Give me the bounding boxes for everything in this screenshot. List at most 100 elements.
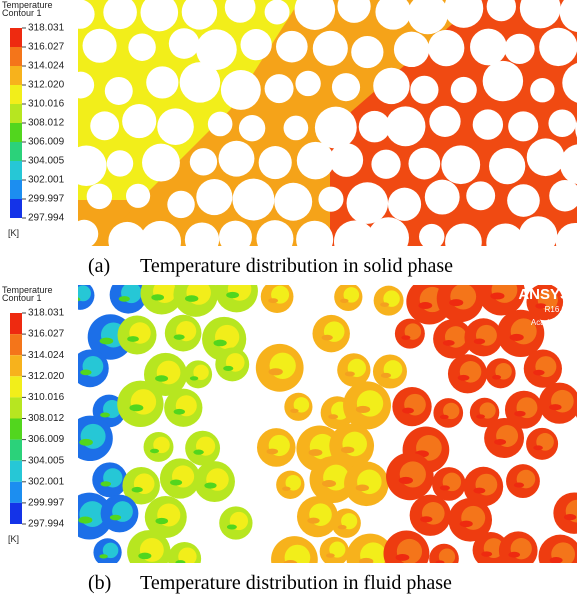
legend-level: 306.009 <box>28 434 65 445</box>
fluid-blob <box>442 339 455 346</box>
legend-title: Temperature <box>2 285 53 295</box>
legend-band <box>10 142 22 161</box>
particle <box>276 30 308 63</box>
fluid-blob <box>193 449 204 455</box>
legend-band <box>10 199 22 218</box>
fluid-blob <box>514 410 526 417</box>
particle <box>408 147 441 180</box>
particle <box>264 0 290 25</box>
fluid-blob <box>100 412 110 418</box>
fluid-blob <box>129 404 144 412</box>
fluid-blob <box>153 436 170 454</box>
fluid-blob <box>150 448 160 454</box>
fluid-blob <box>574 397 577 418</box>
particle <box>530 78 555 103</box>
fluid-blob <box>533 445 543 451</box>
fluid-blob <box>449 299 464 307</box>
legend-level: 297.994 <box>28 213 65 224</box>
fluid-blob <box>473 338 486 345</box>
contour-fluid <box>78 285 577 563</box>
particle <box>337 0 371 23</box>
fluid-blob <box>151 294 165 301</box>
ansys-logo: ANSYS R16.0 Academic <box>518 286 570 327</box>
particle <box>555 222 577 246</box>
particle <box>167 190 195 219</box>
particle <box>78 145 107 186</box>
particle <box>264 74 294 104</box>
particle <box>238 115 266 142</box>
fluid-blob <box>175 560 186 563</box>
particle <box>318 186 344 212</box>
fluid-blob <box>138 552 152 560</box>
particle <box>375 0 412 30</box>
particle <box>103 0 137 30</box>
particle <box>429 105 461 137</box>
particle <box>78 219 99 246</box>
fluid-blob <box>481 551 493 557</box>
particle <box>219 220 252 246</box>
particle <box>441 145 481 185</box>
particle <box>385 106 426 147</box>
legend-level: 304.005 <box>28 156 65 167</box>
legend-level: 316.027 <box>28 42 65 53</box>
fluid-blob <box>178 547 197 563</box>
fluid-blob <box>79 438 93 446</box>
particle <box>125 183 151 208</box>
fluid-blob <box>563 514 577 521</box>
fluid-blob <box>341 513 358 530</box>
particle <box>559 144 577 185</box>
fluid-blob <box>398 476 413 484</box>
fluid-blob <box>268 298 279 304</box>
particle <box>128 33 156 61</box>
fluid-blob <box>509 333 524 341</box>
fluid-blob <box>549 557 563 563</box>
fluid-blob <box>355 484 370 492</box>
particle <box>283 115 309 141</box>
legend-band <box>10 397 22 419</box>
caption-label: (b) <box>88 572 111 594</box>
legend-level: 297.994 <box>28 519 65 530</box>
legend-unit: [K] <box>8 228 19 238</box>
fluid-blob <box>170 479 183 486</box>
fluid-blob <box>189 376 199 381</box>
legend-band <box>10 502 22 524</box>
particle <box>489 147 526 185</box>
caption-text: Temperature distribution in solid phase <box>140 255 453 277</box>
legend-band <box>10 28 22 47</box>
particle <box>196 29 237 70</box>
fluid-blob <box>340 298 349 304</box>
particle <box>419 223 445 246</box>
particle <box>331 73 361 102</box>
fluid-blob <box>155 517 169 525</box>
particle <box>472 109 504 140</box>
particle <box>482 60 524 102</box>
fluid-blob <box>476 414 485 419</box>
legend-title: Temperature <box>2 0 53 10</box>
particle <box>314 106 357 149</box>
fluid-blob <box>99 337 114 345</box>
fluid-blob <box>266 448 279 455</box>
legend-band <box>10 460 22 482</box>
legend-band <box>10 376 22 398</box>
fluid-blob <box>308 449 323 457</box>
fluid-blob <box>99 554 108 559</box>
particle <box>371 149 401 179</box>
fluid-blob <box>401 335 411 340</box>
fluid-blob <box>285 474 302 491</box>
particle <box>168 28 200 59</box>
fluid-blob <box>307 517 320 524</box>
particle <box>207 111 233 137</box>
particle <box>258 146 292 180</box>
fluid-blob <box>193 364 209 381</box>
particle <box>78 71 95 99</box>
particle <box>184 222 220 246</box>
legend-level: 308.012 <box>28 118 65 129</box>
particle <box>86 183 113 210</box>
fluid-blob <box>490 292 505 300</box>
particle <box>486 223 525 246</box>
logo-edition: Academic <box>531 318 566 327</box>
particle <box>444 0 484 28</box>
